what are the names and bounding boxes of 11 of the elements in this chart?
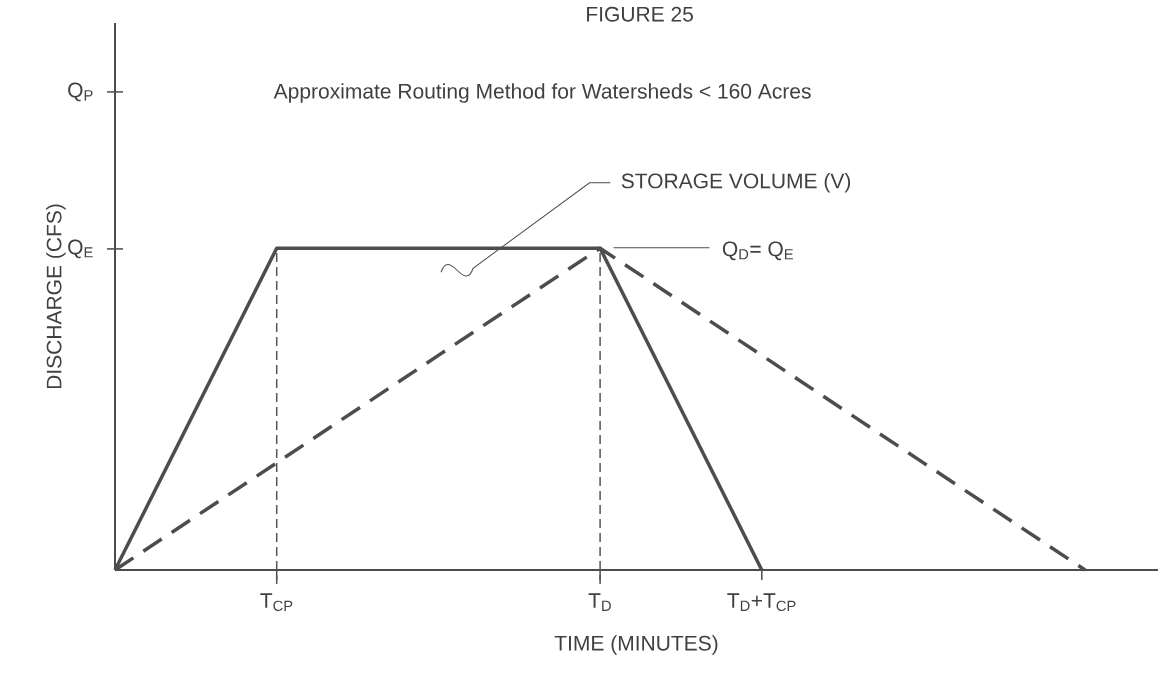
x-tick-label: T$_{D}$+T$_{CP}$ xyxy=(727,593,796,612)
text: Q$_{P}$ xyxy=(68,82,93,102)
y-axis-title: DISCHARGE (CFS) xyxy=(46,204,66,389)
x-tick-label: T$_{D}$ xyxy=(588,593,611,611)
text: STORAGE VOLUME (V) xyxy=(621,172,851,193)
annotation: Q$_{D}$= Q$_{E}$ xyxy=(722,241,793,261)
x-tick-label: T$_{CP}$ xyxy=(260,593,293,612)
text: Q$_{E}$ xyxy=(68,239,93,259)
x-axis-title: TIME (MINUTES) xyxy=(554,635,718,655)
chart-subtitle: Approximate Routing Method for Watersheds < 160 Acres xyxy=(273,83,811,103)
chart-title: FIGURE 25 xyxy=(587,6,693,22)
